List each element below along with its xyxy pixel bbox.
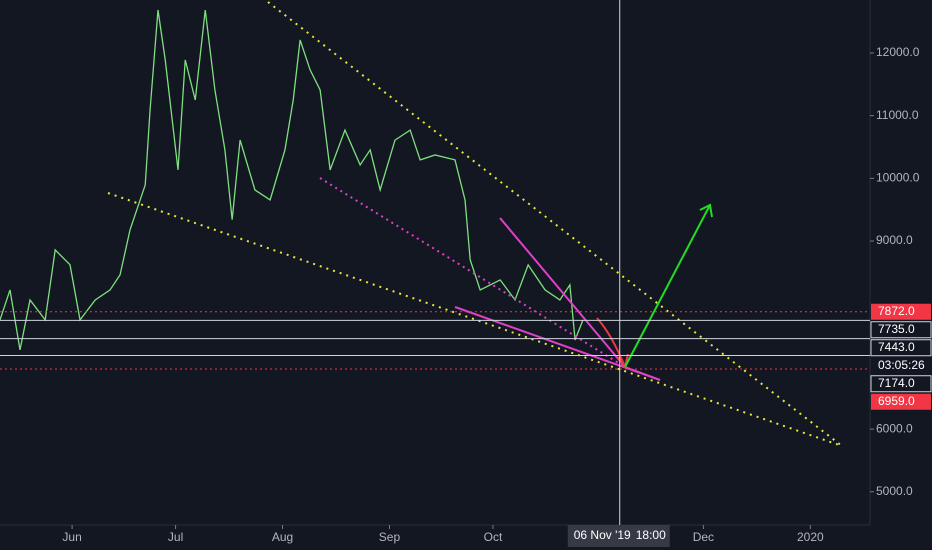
price-label-box [871,393,931,410]
price-label: 7872.0 [878,304,915,318]
y-tick-label: 11000.0 [876,108,919,122]
price-label-box [870,321,932,339]
countdown: 03:05:26 [878,358,925,372]
x-tick-label: Dec [693,530,714,544]
crosshair-date: 06 Nov '19 [574,528,631,542]
x-tick-label: Oct [484,530,503,544]
crosshair-time: 18:00 [636,528,666,542]
price-label: 7735.0 [878,322,915,336]
y-tick-label: 6000.0 [876,421,913,435]
price-label: 7174.0 [878,376,915,390]
y-tick-label: 12000.0 [876,45,920,59]
x-tick-label: Jun [62,530,81,544]
wedge-line [499,217,626,368]
x-tick-label: Sep [379,530,401,544]
price-label-box [871,303,931,320]
green-arrow [624,204,711,368]
price-label: 6959.0 [878,394,915,408]
x-tick-label: 2020 [797,530,824,544]
y-tick-label: 10000.0 [876,171,920,185]
trend-line [267,1,843,447]
green-arrow-head [699,203,713,218]
crosshair-label-box [567,525,670,547]
x-tick-label: Jul [168,530,183,544]
price-layer [0,9,584,351]
x-tick-label: Aug [272,530,293,544]
price-label: 7443.0 [878,340,915,354]
price-label-box [870,339,932,357]
price-label-box [870,375,932,393]
price-line [0,9,584,351]
y-tick-label: 5000.0 [876,484,913,498]
y-tick-label: 9000.0 [876,233,913,247]
